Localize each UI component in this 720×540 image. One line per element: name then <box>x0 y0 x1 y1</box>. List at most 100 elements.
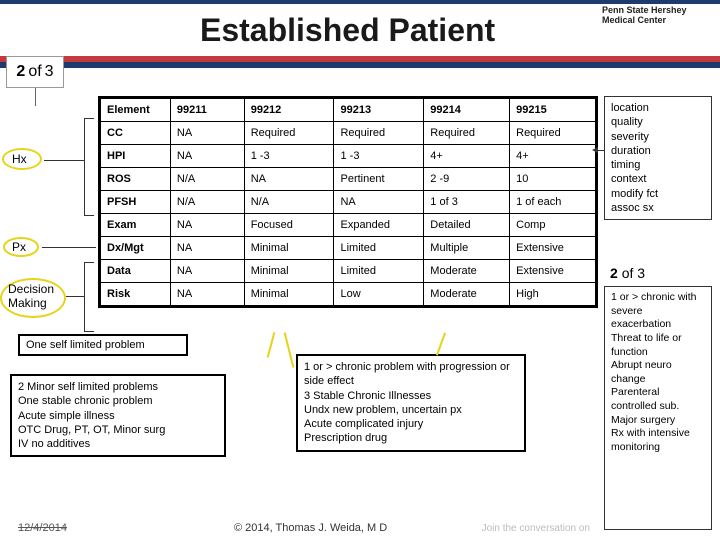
dm-label-1: Decision <box>8 282 54 296</box>
hpi-item: assoc sx <box>611 201 705 215</box>
table-cell: Detailed <box>424 214 510 237</box>
risk-examples-box: 1 or > chronic with severe exacerbation … <box>604 286 712 530</box>
page-counter-2: 2 of 3 <box>604 260 712 286</box>
note3-line: Acute complicated injury <box>304 417 518 431</box>
table-cell: Extensive <box>510 237 596 260</box>
table-cell: Limited <box>334 260 424 283</box>
note3-line: 1 or > chronic problem with progression … <box>304 360 518 389</box>
hpi-elements-box: location quality severity duration timin… <box>604 96 712 220</box>
footer-faded: Join the conversation on <box>482 523 590 534</box>
table-cell: Multiple <box>424 237 510 260</box>
table-cell: Required <box>510 122 596 145</box>
table-row: CCNARequiredRequiredRequiredRequired <box>101 122 596 145</box>
table-cell: NA <box>170 214 244 237</box>
page-total: 3 <box>45 63 54 81</box>
col-99211: 99211 <box>170 99 244 122</box>
table-cell: Minimal <box>244 237 334 260</box>
table-header-row: Element 99211 99212 99213 99214 99215 <box>101 99 596 122</box>
table-cell: 1 of each <box>510 191 596 214</box>
table-cell: NA <box>170 260 244 283</box>
col-element: Element <box>101 99 171 122</box>
note2-line: One stable chronic problem <box>18 394 218 408</box>
table-cell: Required <box>334 122 424 145</box>
table-cell: Minimal <box>244 260 334 283</box>
note3-line: Prescription drug <box>304 431 518 445</box>
hpi-item: modify fct <box>611 187 705 201</box>
table-cell: Expanded <box>334 214 424 237</box>
table-row: RiskNAMinimalLowModerateHigh <box>101 283 596 306</box>
note2-line: IV no additives <box>18 437 218 451</box>
risk-item: Parenteral controlled sub. <box>611 386 705 413</box>
page2-total: 3 <box>637 265 645 281</box>
page-of: of <box>28 63 41 81</box>
risk-item: Major surgery <box>611 414 705 428</box>
risk-item: Rx with intensive monitoring <box>611 427 705 454</box>
table-cell: 1 -3 <box>334 145 424 168</box>
table-row: PFSHN/AN/ANA1 of 31 of each <box>101 191 596 214</box>
table-cell: Limited <box>334 237 424 260</box>
table-cell: 2 -9 <box>424 168 510 191</box>
note-low-risk: 2 Minor self limited problems One stable… <box>10 374 226 457</box>
col-99212: 99212 <box>244 99 334 122</box>
footer-copyright: © 2014, Thomas J. Weida, M D <box>234 522 387 534</box>
table-cell: Focused <box>244 214 334 237</box>
yellow-arrow <box>267 332 276 358</box>
hx-label: Hx <box>12 152 27 166</box>
table-cell: 4+ <box>510 145 596 168</box>
table-cell: Pertinent <box>334 168 424 191</box>
hpi-arrowhead <box>592 147 598 153</box>
table-cell: 1 -3 <box>244 145 334 168</box>
page2-of: of <box>622 265 634 281</box>
table-cell: Moderate <box>424 260 510 283</box>
table-row: ROSN/ANAPertinent2 -910 <box>101 168 596 191</box>
hpi-item: quality <box>611 115 705 129</box>
page-counter: 2 of 3 <box>6 56 64 88</box>
table-cell: PFSH <box>101 191 171 214</box>
page2-current: 2 <box>610 265 618 281</box>
table-cell: NA <box>170 283 244 306</box>
risk-item: Threat to life or function <box>611 332 705 359</box>
footer-date-text: 12/4/2014 <box>18 522 67 534</box>
col-99213: 99213 <box>334 99 424 122</box>
px-label: Px <box>12 240 26 254</box>
col-99214: 99214 <box>424 99 510 122</box>
institution-label: Penn State Hershey Medical Center <box>602 6 712 26</box>
table-cell: Exam <box>101 214 171 237</box>
table-cell: NA <box>170 145 244 168</box>
table-cell: Required <box>244 122 334 145</box>
page-current: 2 <box>16 63 25 81</box>
table-cell: Low <box>334 283 424 306</box>
hpi-item: severity <box>611 130 705 144</box>
table-cell: Minimal <box>244 283 334 306</box>
table-body: CCNARequiredRequiredRequiredRequiredHPIN… <box>101 122 596 306</box>
table-cell: Dx/Mgt <box>101 237 171 260</box>
note3-line: Undx new problem, uncertain px <box>304 403 518 417</box>
note1-text: One self limited problem <box>26 338 145 352</box>
table-cell: NA <box>244 168 334 191</box>
table-cell: High <box>510 283 596 306</box>
note2-line: OTC Drug, PT, OT, Minor surg <box>18 423 218 437</box>
table-cell: Comp <box>510 214 596 237</box>
table-cell: 10 <box>510 168 596 191</box>
dm-connector <box>66 296 84 297</box>
note-moderate-risk: 1 or > chronic problem with progression … <box>296 354 526 452</box>
yellow-arrow <box>436 332 446 355</box>
page-title: Established Patient <box>200 12 495 49</box>
table-cell: 4+ <box>424 145 510 168</box>
table-cell: N/A <box>170 168 244 191</box>
dm-label-2: Making <box>8 296 47 310</box>
table-cell: HPI <box>101 145 171 168</box>
table-row: ExamNAFocusedExpandedDetailedComp <box>101 214 596 237</box>
note2-line: Acute simple illness <box>18 409 218 423</box>
hpi-item: timing <box>611 158 705 172</box>
note3-line: 3 Stable Chronic Illnesses <box>304 389 518 403</box>
hpi-item: duration <box>611 144 705 158</box>
yellow-arrow <box>284 332 295 367</box>
note2-line: 2 Minor self limited problems <box>18 380 218 394</box>
connector-line <box>35 88 36 106</box>
table-cell: NA <box>170 237 244 260</box>
table-row: DataNAMinimalLimitedModerateExtensive <box>101 260 596 283</box>
hpi-item: context <box>611 172 705 186</box>
hx-bracket <box>84 118 94 216</box>
em-code-table: Element 99211 99212 99213 99214 99215 CC… <box>98 96 598 308</box>
